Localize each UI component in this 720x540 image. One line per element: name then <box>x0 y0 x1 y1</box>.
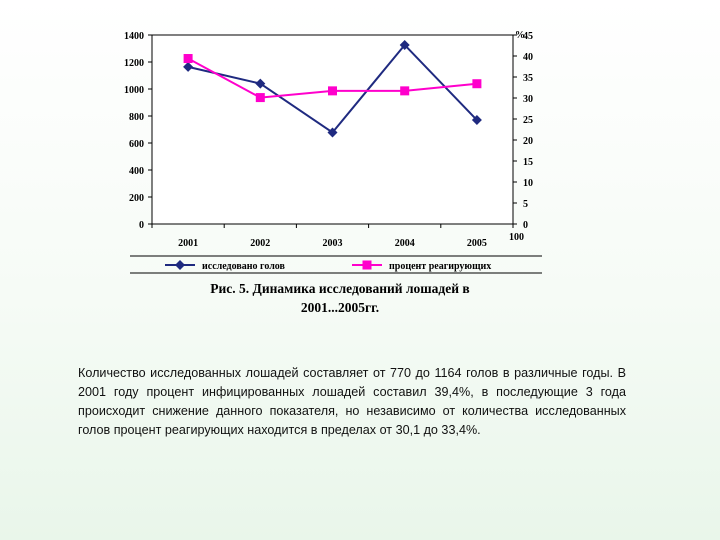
right-tick-label: 10 <box>523 178 533 189</box>
x-tick-label: 2001 <box>178 238 198 249</box>
x-corner-label: 100 <box>509 232 524 243</box>
left-tick-label: 0 <box>139 220 144 231</box>
right-tick-label: 15 <box>523 157 533 168</box>
x-tick-label: 2002 <box>250 238 270 249</box>
legend-label: процент реагирующих <box>389 261 491 272</box>
point-marker <box>255 78 266 89</box>
right-tick-label: 5 <box>523 199 528 210</box>
left-tick-label: 600 <box>129 139 144 150</box>
point-marker <box>399 39 410 50</box>
chart: 0 200 400 600 800 1000 1200 1400 0 5 10 15 20 25 30 35… <box>124 30 542 274</box>
right-axis: 0 5 10 15 20 25 30 35 40 45% <box>513 30 533 231</box>
x-axis: 2001 2002 2003 2004 2005 100 <box>151 224 524 249</box>
series-group <box>183 39 482 138</box>
point-marker <box>175 260 185 270</box>
right-tick-label: 35 <box>523 73 533 84</box>
right-tick-label: 45 <box>523 31 533 42</box>
left-tick-label: 200 <box>129 193 144 204</box>
figure-caption: Рис. 5. Динамика исследований лошадей в … <box>210 281 470 315</box>
description-paragraph: Количество исследованных лошадей составл… <box>78 366 626 437</box>
right-tick-label: 20 <box>523 136 533 147</box>
legend: исследовано голов процент реагирующих <box>130 255 542 274</box>
x-tick-label: 2005 <box>467 238 487 249</box>
right-tick-label: 30 <box>523 94 533 105</box>
left-tick-label: 400 <box>129 166 144 177</box>
point-marker <box>255 93 265 103</box>
right-tick-label: 40 <box>523 52 533 63</box>
point-marker <box>328 86 337 96</box>
point-marker <box>400 86 410 96</box>
x-tick-label: 2004 <box>395 238 415 249</box>
left-axis: 0 200 400 600 800 1000 1200 1400 <box>124 31 152 231</box>
legend-label: исследовано голов <box>202 261 286 272</box>
left-tick-label: 800 <box>129 112 144 123</box>
point-marker <box>362 260 372 270</box>
right-axis-unit: % <box>515 30 525 41</box>
point-marker <box>327 127 338 138</box>
right-tick-label: 25 <box>523 115 533 126</box>
point-marker <box>471 115 482 126</box>
point-marker <box>183 54 193 64</box>
right-tick-label: 0 <box>523 220 528 231</box>
x-tick-label: 2003 <box>323 238 343 249</box>
point-marker <box>183 61 194 72</box>
left-tick-label: 1000 <box>124 85 144 96</box>
left-tick-label: 1400 <box>124 31 144 42</box>
left-tick-label: 1200 <box>124 58 144 69</box>
point-marker <box>472 79 482 89</box>
